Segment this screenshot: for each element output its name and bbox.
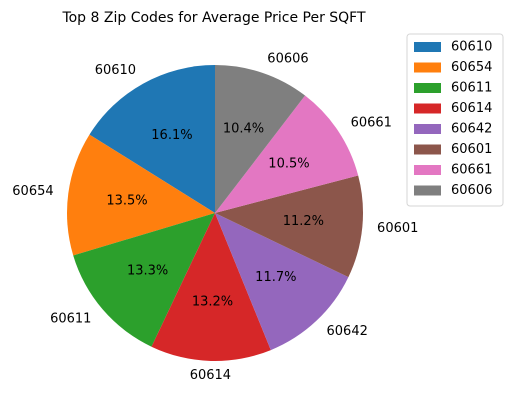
slice-label-60654: 60654: [12, 184, 53, 199]
pie-slices: [67, 65, 363, 361]
legend-swatch-60642: [414, 124, 441, 134]
legend-swatch-60606: [414, 186, 441, 196]
legend-label-60606: 60606: [451, 183, 492, 198]
legend-swatch-60610: [414, 42, 441, 52]
slice-percent-60610: 16.1%: [151, 128, 192, 143]
legend-swatch-60661: [414, 165, 441, 175]
slice-percent-60642: 11.7%: [255, 270, 296, 285]
legend-label-60611: 60611: [451, 81, 492, 96]
slice-label-60614: 60614: [190, 368, 231, 383]
slice-percent-60606: 10.4%: [223, 121, 264, 136]
legend-label-60601: 60601: [451, 142, 492, 157]
legend-swatch-60654: [414, 63, 441, 73]
slice-label-60661: 60661: [351, 115, 392, 130]
slice-percent-60601: 11.2%: [283, 214, 324, 229]
slice-percent-60654: 13.5%: [106, 194, 147, 209]
slice-label-60606: 60606: [267, 51, 308, 66]
legend-label-60661: 60661: [451, 163, 492, 178]
slice-label-60601: 60601: [377, 221, 418, 236]
slice-label-60642: 60642: [327, 324, 368, 339]
slice-label-60610: 60610: [95, 63, 136, 78]
legend-swatch-60614: [414, 104, 441, 114]
legend-label-60642: 60642: [451, 122, 492, 137]
slice-label-60611: 60611: [50, 312, 91, 327]
legend: 60610 60654 60611 60614 60642 60601 60661 60606: [407, 34, 503, 206]
legend-label-60654: 60654: [451, 60, 492, 75]
legend-swatch-60611: [414, 83, 441, 93]
legend-label-60614: 60614: [451, 101, 492, 116]
slice-percent-60661: 10.5%: [268, 156, 309, 171]
slice-percent-60614: 13.2%: [192, 294, 233, 309]
legend-swatch-60601: [414, 145, 441, 155]
chart-title: Top 8 Zip Codes for Average Price Per SQ…: [61, 10, 366, 26]
slice-percent-60611: 13.3%: [127, 263, 168, 278]
legend-label-60610: 60610: [451, 40, 492, 55]
